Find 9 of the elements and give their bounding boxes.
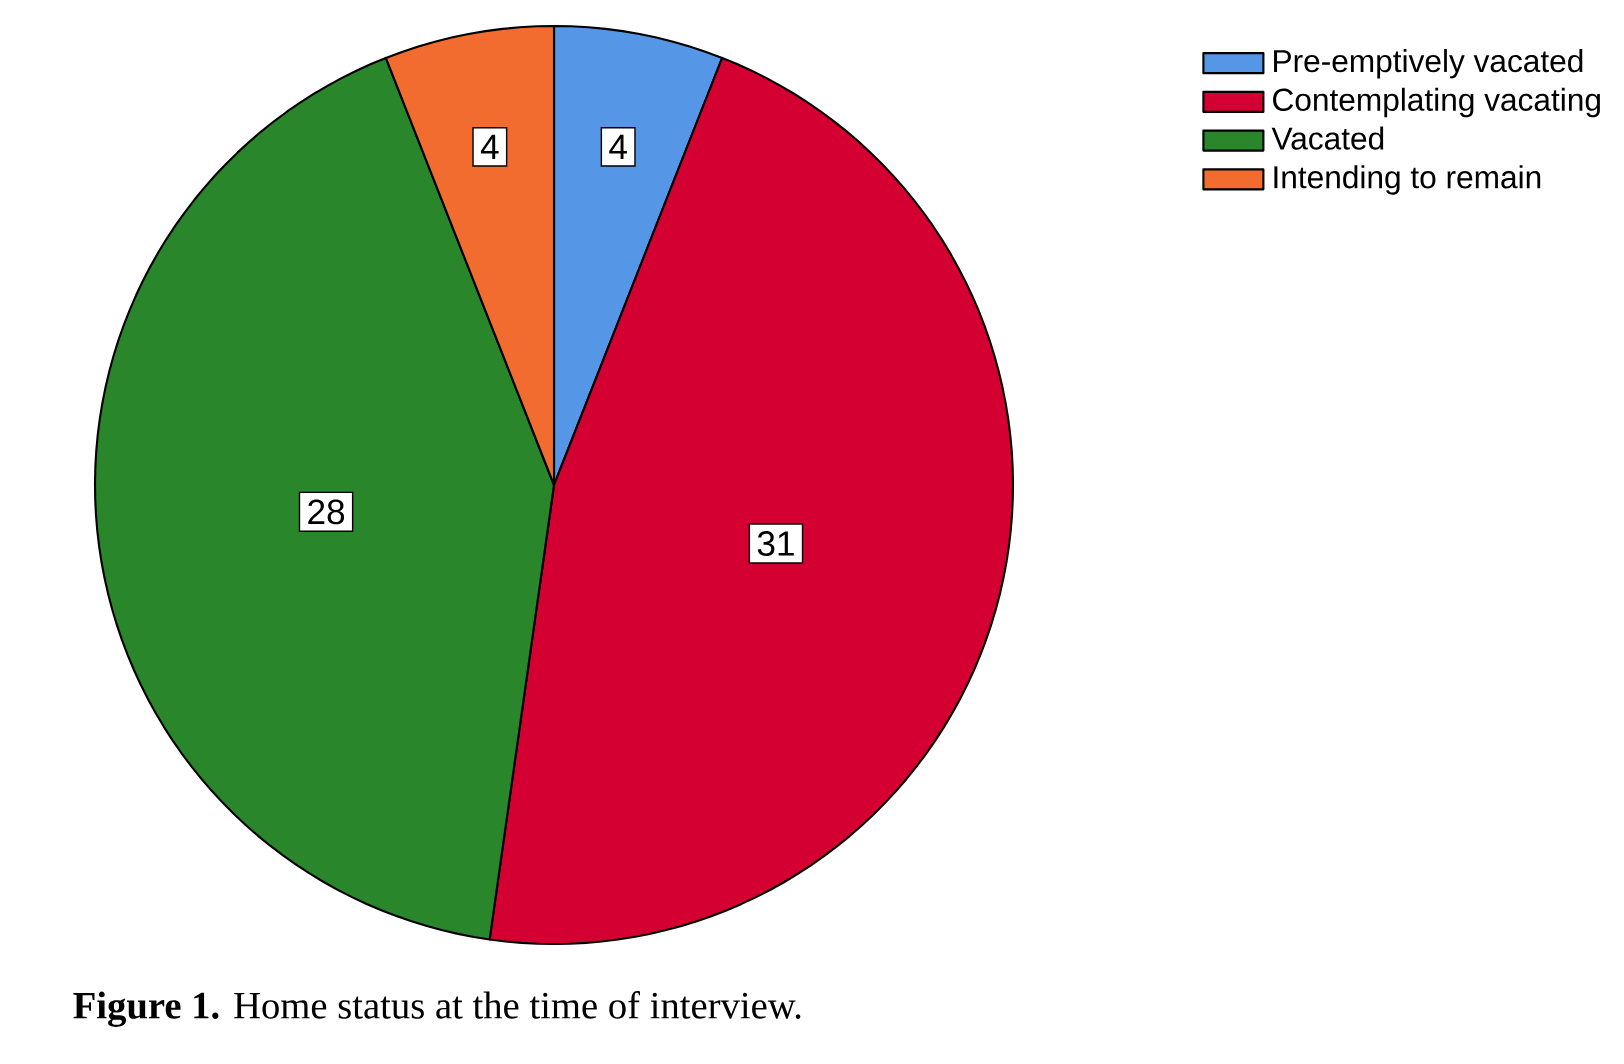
data-label: 4 bbox=[480, 134, 499, 159]
data-label: 31 bbox=[757, 531, 794, 556]
legend-label: Pre-emptively vacated bbox=[1274, 49, 1583, 79]
legend-label: Contemplating vacating bbox=[1273, 87, 1600, 118]
legend-label: Intending to remain bbox=[1274, 165, 1541, 195]
data-label: 4 bbox=[609, 134, 627, 159]
data-label: 28 bbox=[308, 499, 345, 525]
legend-label: Vacated bbox=[1271, 126, 1384, 150]
text: Figure 1. Home status at the time of interview. bbox=[73, 991, 801, 1027]
